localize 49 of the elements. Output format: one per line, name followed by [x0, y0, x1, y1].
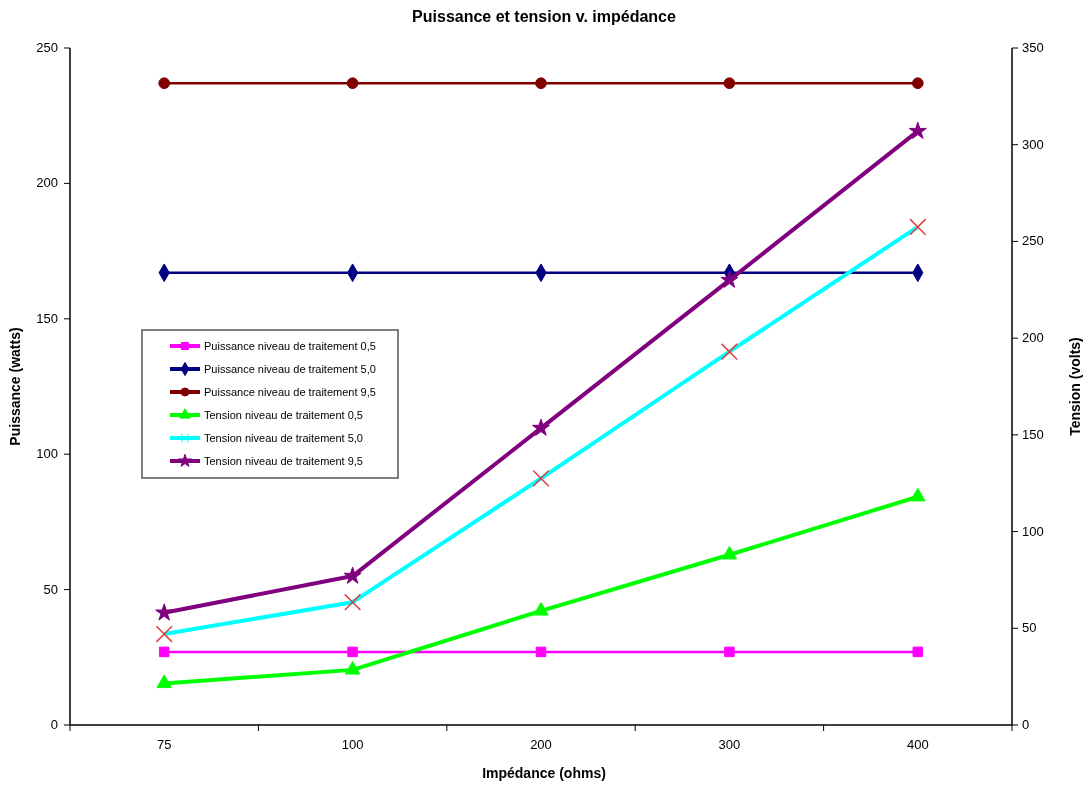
point: [156, 674, 172, 689]
y2-tick-label: 200: [1022, 330, 1044, 346]
y-tick-label: 200: [36, 175, 58, 191]
legend-label: Puissance niveau de traitement 5,0: [204, 363, 376, 375]
point: [343, 566, 362, 584]
point: [347, 646, 358, 658]
x-tick-label: 400: [906, 737, 929, 752]
point: [155, 603, 174, 621]
y2-tick-label: 250: [1022, 233, 1044, 249]
y-tick-label: 0: [50, 717, 58, 732]
point: [910, 487, 926, 502]
y2-tick-label: 150: [1022, 426, 1044, 442]
point: [344, 661, 361, 675]
legend-label: Tension niveau de traitement 9,5: [204, 455, 363, 467]
chart-title: Puissance et tension v. impédance: [412, 8, 676, 25]
y-tick-label: 250: [36, 40, 58, 55]
y-tick-label: 150: [36, 310, 58, 326]
point: [912, 646, 924, 658]
point: [535, 77, 547, 90]
y2-tick-label: 100: [1022, 523, 1044, 539]
x-tick-label: 100: [341, 737, 364, 752]
x-tick-label: 300: [718, 737, 741, 752]
point: [158, 77, 171, 90]
x-tick-label: 200: [530, 737, 552, 752]
y2-tick-label: 50: [1022, 620, 1037, 636]
point: [158, 646, 170, 658]
y2-tick-label: 350: [1022, 40, 1044, 55]
x-axis-title: Impédance (ohms): [482, 765, 606, 781]
point: [535, 646, 547, 658]
point: [723, 77, 736, 90]
legend-label: Puissance niveau de traitement 0,5: [204, 340, 376, 352]
legend-label: Tension niveau de traitement 5,0: [204, 432, 363, 444]
y2-axis-title: Tension (volts): [1067, 337, 1083, 436]
x-tick-label: 75: [156, 737, 172, 752]
point: [531, 418, 551, 436]
point: [911, 77, 924, 90]
y-axis-title: Puissance (watts): [7, 327, 23, 446]
y2-tick-label: 0: [1022, 717, 1030, 732]
y-tick-label: 50: [43, 581, 58, 597]
legend-label: Tension niveau de traitement 0,5: [204, 409, 363, 421]
point: [908, 121, 927, 139]
point: [721, 545, 738, 560]
legend-label: Puissance niveau de traitement 9,5: [204, 386, 376, 398]
point: [720, 270, 739, 288]
y-tick-label: 100: [36, 446, 58, 462]
point: [533, 602, 549, 616]
point: [346, 77, 359, 90]
point: [724, 646, 735, 658]
y2-tick-label: 300: [1022, 136, 1044, 152]
